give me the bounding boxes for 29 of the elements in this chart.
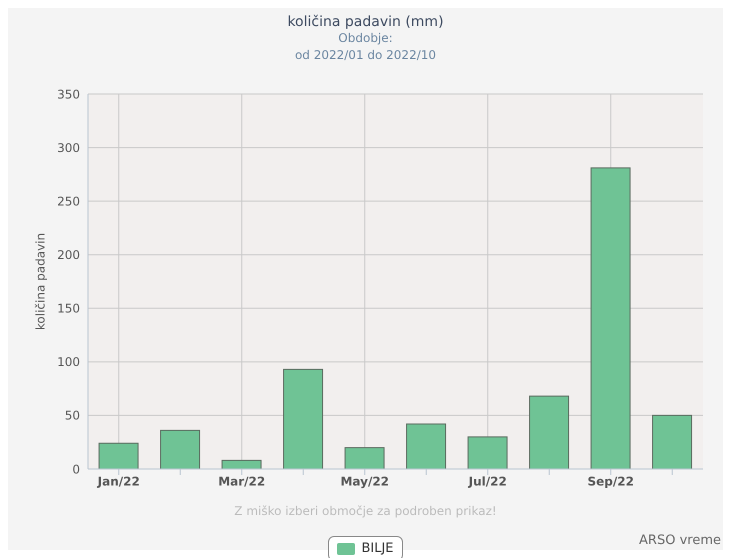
bar [222,460,262,469]
bar [529,396,570,469]
y-tick-label: 150 [57,302,80,316]
bar [283,368,324,469]
x-tick-label: Sep/22 [588,474,634,489]
bar [652,414,692,469]
x-tick-label: May/22 [340,474,390,489]
legend-label: BILJE [361,541,394,556]
y-tick-label: 0 [72,462,80,476]
y-tick-label: 300 [57,140,80,155]
x-tick-label: Jul/22 [468,474,507,489]
y-tick-label: 100 [57,355,80,370]
text: ARSO vreme [639,533,721,548]
chart-title: količina padavin (mm) [286,14,445,30]
x-tick-label: Mar/22 [218,474,266,489]
y-tick-label: 250 [57,194,80,208]
y-tick-label: 200 [57,248,80,262]
y-tick-label: 50 [64,408,80,423]
chart-subtitle: Obdobje: od 2022/01 do 2022/10 [294,30,438,64]
y-axis-title: količina padavin [33,232,48,330]
bar [160,430,200,469]
bar [406,424,446,469]
bar [98,442,139,469]
y-tick-label: 350 [57,87,80,102]
bar [344,447,385,469]
x-tick-label: Jan/22 [96,474,140,489]
bar [590,167,631,469]
text: Z miško izberi območje za podroben prikaz! [233,504,498,518]
bar [468,436,508,469]
